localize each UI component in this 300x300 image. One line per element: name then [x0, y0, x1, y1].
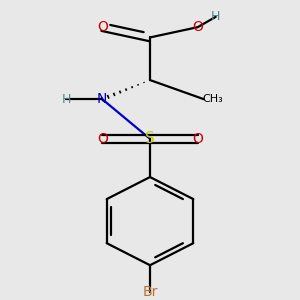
Text: S: S	[145, 131, 155, 146]
Text: O: O	[97, 132, 108, 146]
Text: Br: Br	[142, 285, 158, 299]
Text: O: O	[192, 132, 203, 146]
Text: N: N	[97, 92, 107, 106]
Text: CH₃: CH₃	[202, 94, 223, 104]
Text: H: H	[62, 93, 71, 106]
Text: O: O	[192, 20, 203, 34]
Text: O: O	[97, 20, 108, 34]
Text: H: H	[211, 11, 220, 23]
